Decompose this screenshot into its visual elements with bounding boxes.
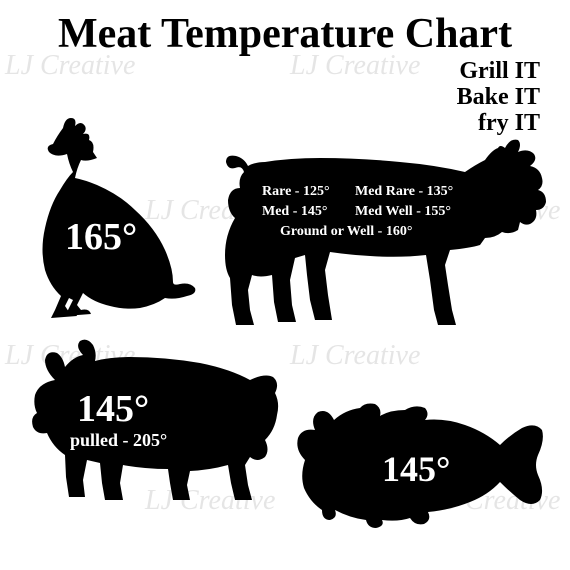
cow-temp-medwell: Med Well - 155° [355,204,451,220]
cow-silhouette: Rare - 125° Med Rare - 135° Med - 145° M… [220,130,550,330]
chart-title: Meat Temperature Chart [58,10,512,58]
cow-temp-rare: Rare - 125° [262,184,330,200]
pig-temp: 145° [77,387,149,431]
cow-temp-medrare: Med Rare - 135° [355,184,453,200]
pig-silhouette: 145° pulled - 205° [25,335,280,505]
fish-silhouette: 145° [290,400,545,530]
cow-temp-ground: Ground or Well - 160° [280,224,412,240]
chicken-temp: 165° [65,215,137,259]
pig-pulled-temp: pulled - 205° [70,430,167,451]
watermark: LJ Creative [290,340,420,372]
subtitle-bake: Bake IT [457,84,540,111]
fish-temp: 145° [382,448,450,490]
subtitle-grill: Grill IT [459,58,540,85]
cow-temp-med: Med - 145° [262,204,328,220]
chicken-silhouette: 165° [25,110,200,320]
